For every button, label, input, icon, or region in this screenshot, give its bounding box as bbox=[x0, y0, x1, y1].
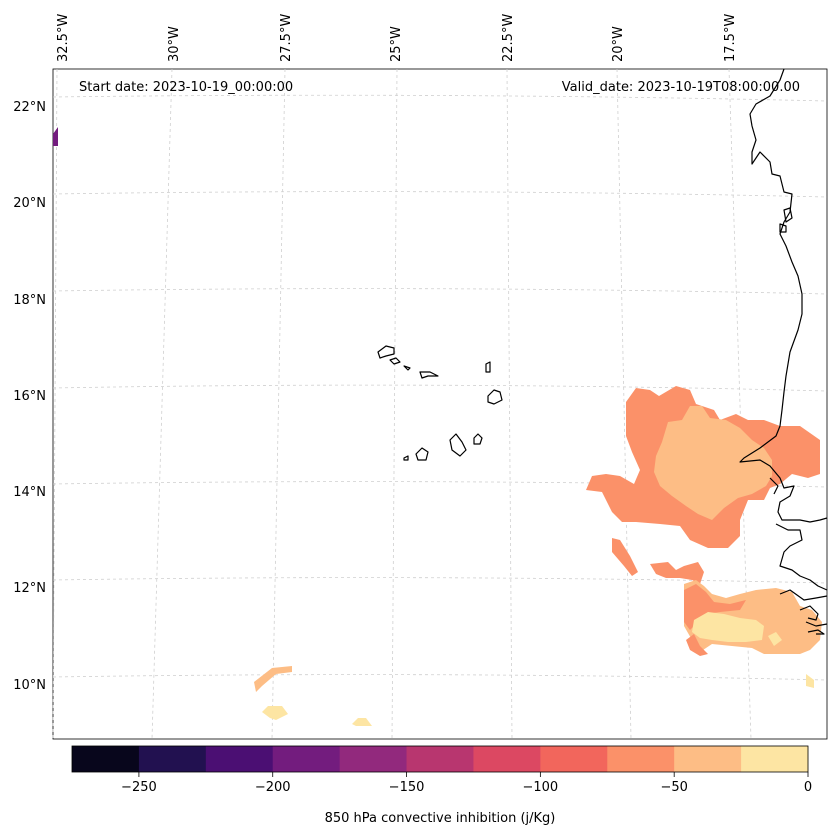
lat-label: 18°N bbox=[13, 293, 46, 308]
colorbar-tick-label: −250 bbox=[121, 780, 157, 795]
cin-region-patch-b bbox=[650, 562, 704, 584]
lon-label: 22.5°W bbox=[501, 14, 516, 62]
cin-region-yellow-small bbox=[768, 632, 782, 646]
lat-label: 10°N bbox=[13, 678, 46, 693]
cape-verde-island-brava bbox=[403, 455, 409, 461]
cin-region-light-east bbox=[654, 406, 772, 520]
lat-label: 12°N bbox=[13, 581, 46, 596]
cape-verde-island-fogo bbox=[415, 447, 429, 461]
lon-label: 17.5°W bbox=[723, 14, 738, 62]
lat-label: 20°N bbox=[13, 196, 46, 211]
cin-region-yellow-southeast bbox=[692, 612, 764, 642]
start-date-label: Start date: 2023-10-19_00:00:00 bbox=[79, 80, 293, 95]
lon-label: 20°W bbox=[611, 26, 626, 62]
colorbar-segment bbox=[741, 746, 809, 772]
colorbar-segment bbox=[607, 746, 675, 772]
colorbar-tick-label: −200 bbox=[255, 780, 291, 795]
cape-verde-island-sao-nicolau bbox=[419, 371, 439, 379]
cin-region-yellow-edge bbox=[806, 674, 814, 688]
coastline-africa bbox=[739, 68, 828, 523]
cin-region-patch-a bbox=[612, 538, 638, 576]
colorbar-tick-label: 0 bbox=[804, 780, 812, 795]
colorbar-tick-label: −100 bbox=[523, 780, 559, 795]
cin-region-purple bbox=[53, 127, 58, 146]
cin-region-patch-sw2 bbox=[262, 706, 288, 720]
cape-verde-island-santiago bbox=[449, 433, 467, 457]
lat-label: 22°N bbox=[13, 100, 46, 115]
colorbar-segment bbox=[272, 746, 341, 772]
cape-verde-island-santo-antao bbox=[377, 345, 395, 359]
colorbar bbox=[71, 745, 809, 773]
colorbar-tick-label: −150 bbox=[389, 780, 425, 795]
colorbar-segment bbox=[205, 746, 274, 772]
valid-date-label: Valid_date: 2023-10-19T08:00:00.00 bbox=[562, 80, 800, 95]
colorbar-label: 850 hPa convective inhibition (j/Kg) bbox=[325, 811, 556, 826]
lon-label: 27.5°W bbox=[279, 14, 294, 62]
lon-label: 25°W bbox=[389, 26, 404, 62]
lat-label: 16°N bbox=[13, 389, 46, 404]
colorbar-ticks: −250 −200 −150 −100 −50 0 bbox=[121, 772, 812, 795]
cin-region-orange-southeast-b bbox=[686, 634, 708, 656]
cin-region-patch-sw1 bbox=[254, 666, 292, 692]
cape-verde-island-boa-vista bbox=[487, 389, 503, 405]
cape-verde-island-maio bbox=[473, 433, 483, 445]
colorbar-segment bbox=[540, 746, 608, 772]
cape-verde-island-sao-vicente bbox=[389, 357, 401, 365]
colorbar-segment bbox=[339, 746, 408, 772]
cin-contours bbox=[53, 127, 822, 726]
lat-label: 14°N bbox=[13, 485, 46, 500]
latitude-labels: 22°N 20°N 18°N 16°N 14°N 12°N 10°N bbox=[13, 100, 46, 693]
longitude-labels: 32.5°W 30°W 27.5°W 25°W 22.5°W 20°W 17.5… bbox=[56, 14, 738, 62]
coastline-africa-south bbox=[775, 523, 828, 591]
cin-region-patch-sw3 bbox=[352, 718, 372, 726]
lon-label: 30°W bbox=[167, 26, 182, 62]
colorbar-frame bbox=[71, 745, 809, 773]
cape-verde-island-santa-luzia bbox=[403, 365, 411, 371]
colorbar-segment bbox=[473, 746, 541, 772]
colorbar-segment bbox=[138, 746, 207, 772]
lon-label: 32.5°W bbox=[56, 14, 71, 62]
coastlines bbox=[377, 68, 828, 635]
colorbar-segment bbox=[674, 746, 742, 772]
colorbar-tick-label: −50 bbox=[660, 780, 687, 795]
colorbar-segment bbox=[72, 746, 140, 772]
cape-verde-island-sal bbox=[485, 361, 491, 373]
colorbar-segment bbox=[406, 746, 474, 772]
